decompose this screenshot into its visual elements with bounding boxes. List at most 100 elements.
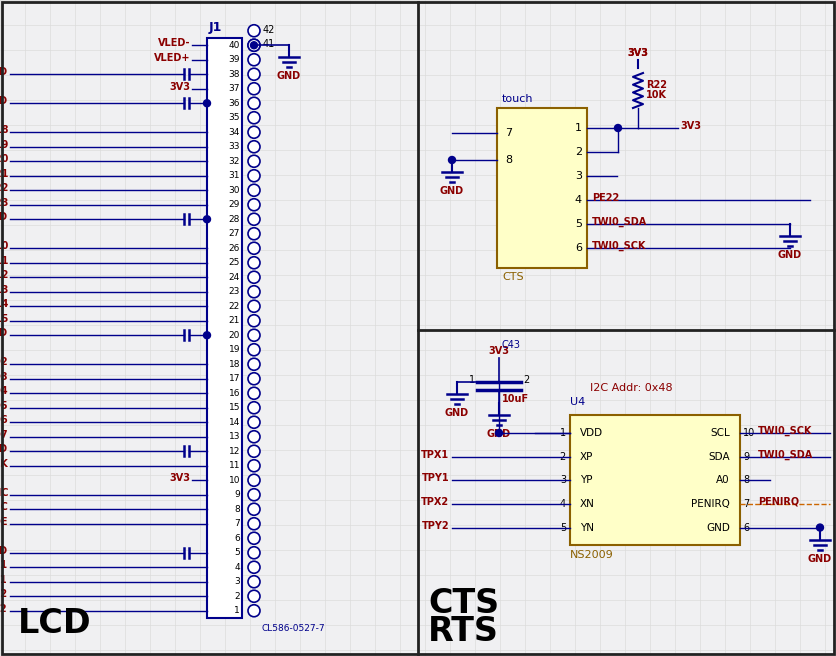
- Text: 3V3: 3V3: [169, 473, 190, 483]
- Text: TWI0_SDA: TWI0_SDA: [592, 217, 647, 227]
- Text: LCD D7: LCD D7: [0, 430, 8, 440]
- Text: GND: GND: [0, 546, 8, 556]
- Circle shape: [248, 141, 260, 153]
- Text: LCD VSYNC: LCD VSYNC: [0, 502, 8, 512]
- Text: CL586-0527-7: CL586-0527-7: [262, 624, 326, 633]
- Text: 8: 8: [743, 476, 749, 485]
- Text: LCD D4: LCD D4: [0, 386, 8, 396]
- Circle shape: [248, 155, 260, 167]
- Text: YN: YN: [580, 523, 594, 533]
- Circle shape: [248, 228, 260, 239]
- Text: XP: XP: [580, 451, 594, 462]
- Text: 23: 23: [228, 287, 240, 297]
- Text: 2: 2: [575, 147, 582, 157]
- Circle shape: [203, 100, 211, 107]
- Text: LCD D2: LCD D2: [0, 358, 8, 367]
- Circle shape: [248, 97, 260, 110]
- Bar: [497, 108, 587, 268]
- Text: 19: 19: [228, 345, 240, 354]
- Text: 3V3: 3V3: [488, 346, 509, 356]
- Text: 1: 1: [469, 375, 475, 385]
- Circle shape: [248, 112, 260, 124]
- Text: 7: 7: [743, 499, 749, 509]
- Text: LCD D13: LCD D13: [0, 285, 8, 295]
- Text: 36: 36: [228, 99, 240, 108]
- Text: LCD D12: LCD D12: [0, 270, 8, 280]
- Text: TWI0_SDA: TWI0_SDA: [758, 449, 813, 460]
- Text: TWI0_SCK: TWI0_SCK: [592, 241, 646, 251]
- Text: 7: 7: [234, 520, 240, 528]
- Text: TPX2: TPX2: [421, 497, 449, 507]
- Text: 12: 12: [228, 447, 240, 456]
- Circle shape: [248, 54, 260, 66]
- Text: TPX2: TPX2: [0, 589, 8, 599]
- Text: 3: 3: [560, 476, 566, 485]
- Text: 4: 4: [234, 563, 240, 572]
- Text: PENIRQ: PENIRQ: [691, 499, 730, 509]
- Circle shape: [248, 590, 260, 602]
- Text: 31: 31: [228, 171, 240, 180]
- Text: PENIRQ: PENIRQ: [758, 497, 799, 507]
- Circle shape: [251, 42, 257, 49]
- Circle shape: [248, 562, 260, 573]
- Text: TWI0_SCK: TWI0_SCK: [758, 426, 813, 436]
- Text: 2: 2: [560, 451, 566, 462]
- Text: CTS: CTS: [428, 587, 499, 620]
- Text: 18: 18: [228, 359, 240, 369]
- Text: J1: J1: [209, 21, 222, 34]
- Text: LCD D20: LCD D20: [0, 154, 8, 164]
- Text: 17: 17: [228, 375, 240, 383]
- Text: 7: 7: [505, 128, 512, 138]
- Text: TPY1: TPY1: [0, 575, 8, 584]
- Text: 27: 27: [228, 229, 240, 238]
- Circle shape: [248, 39, 260, 51]
- Circle shape: [248, 474, 260, 486]
- Text: VLED+: VLED+: [154, 52, 190, 63]
- Text: 32: 32: [228, 157, 240, 166]
- Circle shape: [248, 315, 260, 327]
- Text: 1: 1: [560, 428, 566, 438]
- Text: 41: 41: [263, 39, 275, 49]
- Text: 4: 4: [560, 499, 566, 509]
- Text: GND: GND: [0, 96, 8, 106]
- Text: 6: 6: [575, 243, 582, 253]
- Circle shape: [248, 431, 260, 443]
- Circle shape: [248, 256, 260, 269]
- Circle shape: [248, 199, 260, 211]
- Text: LCD D3: LCD D3: [0, 372, 8, 382]
- Circle shape: [614, 125, 621, 131]
- Circle shape: [248, 271, 260, 283]
- Text: SDA: SDA: [708, 451, 730, 462]
- Text: 3V3: 3V3: [680, 121, 701, 131]
- Circle shape: [248, 286, 260, 298]
- Circle shape: [248, 387, 260, 400]
- Text: TPY2: TPY2: [421, 521, 449, 531]
- Text: LCD D21: LCD D21: [0, 169, 8, 178]
- Text: U4: U4: [570, 397, 585, 407]
- Text: LCD CLK: LCD CLK: [0, 459, 8, 469]
- Text: GND: GND: [277, 72, 301, 81]
- Text: A0: A0: [716, 476, 730, 485]
- Circle shape: [248, 68, 260, 80]
- Circle shape: [248, 170, 260, 182]
- Circle shape: [248, 242, 260, 255]
- Text: 14: 14: [228, 418, 240, 427]
- Text: LCD D10: LCD D10: [0, 241, 8, 251]
- Text: 6: 6: [743, 523, 749, 533]
- Circle shape: [248, 39, 260, 51]
- Circle shape: [448, 157, 456, 163]
- Text: 3: 3: [234, 577, 240, 586]
- Text: SCL: SCL: [711, 428, 730, 438]
- Text: 33: 33: [228, 142, 240, 152]
- Text: 11: 11: [228, 461, 240, 470]
- Text: 8: 8: [505, 155, 512, 165]
- Text: TPX1: TPX1: [0, 560, 8, 570]
- Circle shape: [248, 445, 260, 457]
- Text: 26: 26: [228, 244, 240, 253]
- Text: 10: 10: [743, 428, 755, 438]
- Text: XN: XN: [580, 499, 595, 509]
- Text: LCD D6: LCD D6: [0, 415, 8, 425]
- Circle shape: [248, 358, 260, 370]
- Text: 2: 2: [523, 375, 529, 385]
- Text: 35: 35: [228, 113, 240, 122]
